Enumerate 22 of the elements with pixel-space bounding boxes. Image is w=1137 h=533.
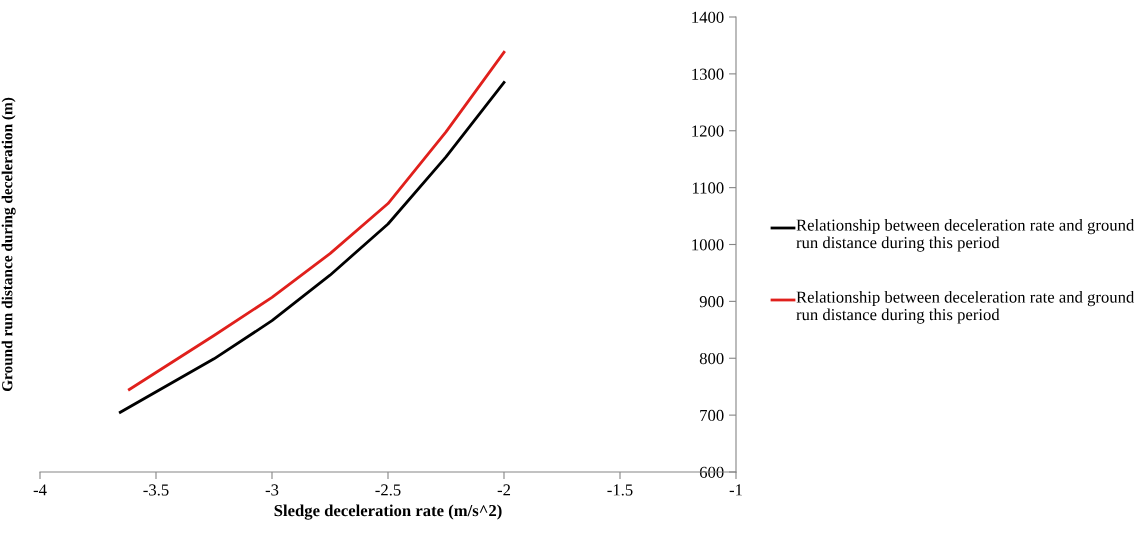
x-axis-title: Sledge deceleration rate (m/s^2): [274, 504, 502, 520]
x-tick-label: -1: [729, 484, 742, 496]
x-tick-label: -4: [33, 484, 47, 496]
y-tick-label: 1000: [692, 239, 724, 251]
x-tick-label: -3.5: [143, 484, 169, 496]
y-tick-label: 1100: [692, 182, 724, 194]
legend-label: Relationship between deceleration rate and ground run distance during this period: [796, 291, 1135, 324]
legend-label: Relationship between deceleration rate and ground run distance during this period: [796, 219, 1135, 252]
y-tick-label: 600: [699, 466, 724, 478]
y-tick-label: 900: [699, 296, 724, 308]
y-tick-label: 800: [699, 352, 724, 365]
y-tick-label: 1400: [692, 11, 724, 23]
x-tick-label: -2.5: [375, 484, 401, 496]
x-tick-label: -1.5: [607, 484, 633, 496]
y-tick-label: 1200: [692, 125, 724, 137]
y-axis-title: Ground run distance during deceleration (m): [1, 97, 16, 392]
line-series: [118, 81, 506, 414]
y-tick-label: 1300: [692, 68, 724, 80]
x-tick-label: -2: [497, 484, 511, 496]
line-series: [127, 50, 506, 391]
y-tick-label: 700: [700, 409, 724, 422]
x-tick-label: -3: [265, 484, 279, 496]
